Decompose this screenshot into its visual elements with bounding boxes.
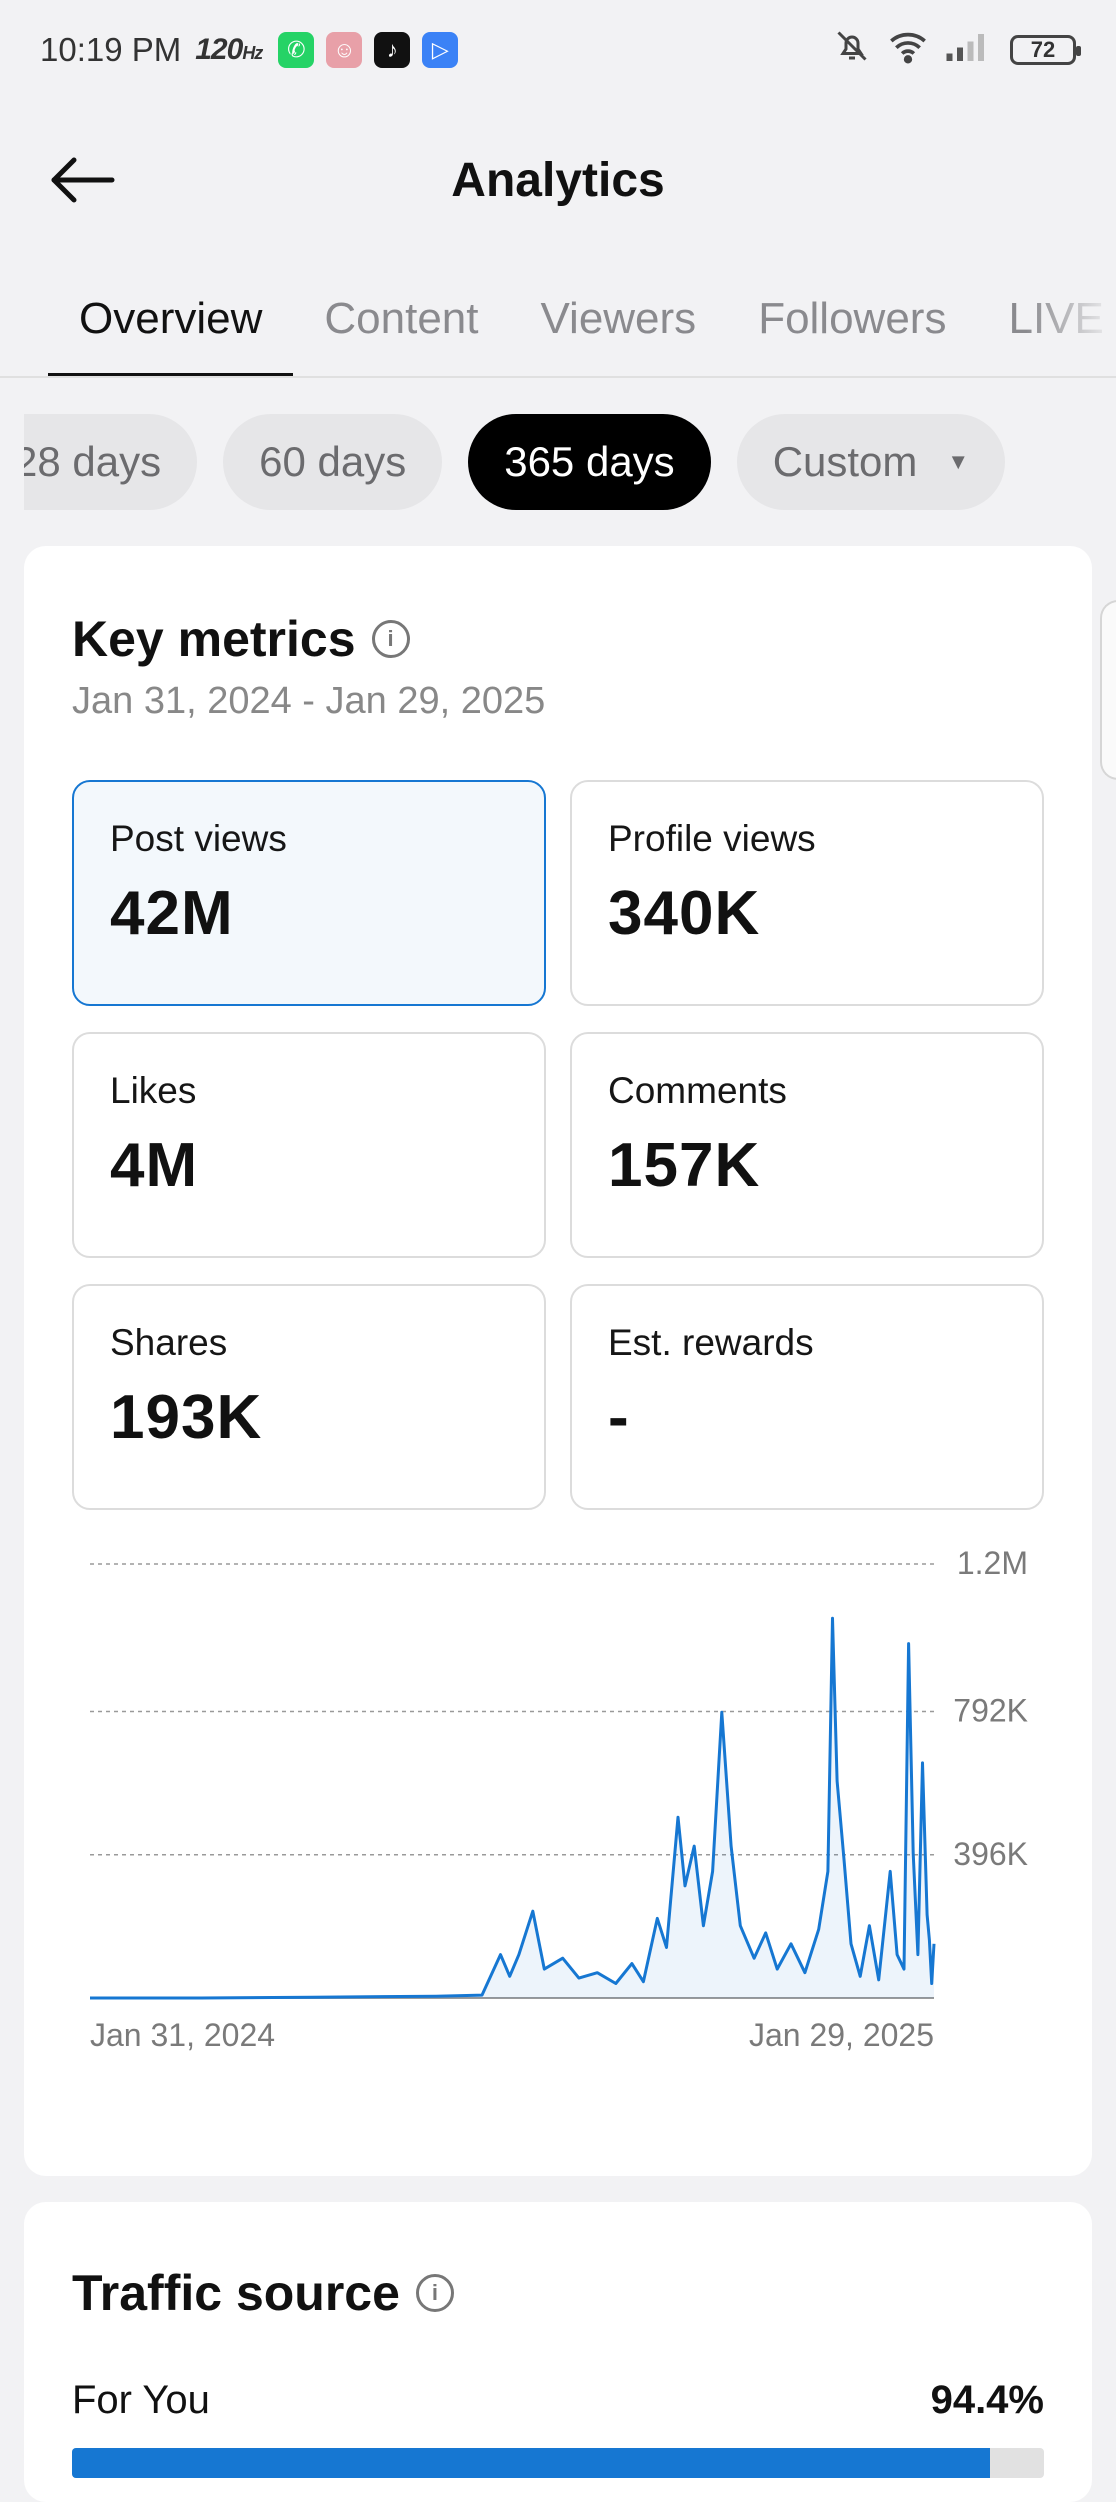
range-chip-custom[interactable]: Custom ▼ bbox=[736, 414, 1006, 510]
tiktok-icon: ♪ bbox=[374, 32, 411, 68]
key-metrics-date-range: Jan 31, 2024 - Jan 29, 2025 bbox=[72, 680, 546, 722]
traffic-bar-track bbox=[72, 2448, 1044, 2478]
metric-value: 193K bbox=[110, 1383, 263, 1452]
page-title: Analytics bbox=[451, 153, 665, 207]
y-tick-label: 792K bbox=[953, 1693, 1028, 1729]
play-store-icon: ▷ bbox=[422, 32, 459, 68]
whatsapp-icon: ✆ bbox=[278, 32, 315, 68]
metric-label: Comments bbox=[608, 1070, 787, 1111]
metric-label: Profile views bbox=[608, 818, 816, 859]
range-chip-28-days[interactable]: 28 days bbox=[24, 414, 198, 510]
metric-label: Shares bbox=[110, 1322, 228, 1363]
tab-overview[interactable]: Overview bbox=[48, 294, 294, 376]
metric-value: 42M bbox=[110, 879, 234, 948]
metric-value: 157K bbox=[608, 1131, 761, 1200]
app-header: Analytics bbox=[0, 120, 1116, 240]
mute-bell-icon bbox=[834, 28, 870, 72]
tab-followers[interactable]: Followers bbox=[758, 294, 947, 343]
metric-value: 340K bbox=[608, 879, 761, 948]
battery-icon: 72 bbox=[1010, 35, 1081, 65]
metric-post-views[interactable]: Post views 42M bbox=[72, 780, 546, 1006]
traffic-percent: 94.4% bbox=[930, 2378, 1044, 2422]
metric-est-rewards[interactable]: Est. rewards - bbox=[570, 1284, 1044, 1510]
analytics-tabs: Overview Content Viewers Followers LIVE bbox=[0, 270, 1116, 378]
range-chip-60-days[interactable]: 60 days bbox=[223, 414, 443, 510]
metric-label: Est. rewards bbox=[608, 1322, 814, 1363]
traffic-label: For You bbox=[72, 2378, 210, 2422]
date-range-selector: 28 days 60 days 365 days Custom ▼ bbox=[24, 414, 1116, 510]
metric-shares[interactable]: Shares 193K bbox=[72, 1284, 546, 1510]
metric-value: 4M bbox=[110, 1131, 199, 1200]
traffic-bar-fill bbox=[72, 2448, 990, 2478]
info-icon[interactable]: i bbox=[371, 620, 410, 658]
traffic-source-card: Traffic source i For You 94.4% bbox=[24, 2202, 1092, 2502]
wifi-icon bbox=[888, 28, 928, 72]
series-line bbox=[90, 1616, 936, 2000]
clock: 10:19 PM bbox=[40, 31, 182, 68]
range-chip-365-days[interactable]: 365 days bbox=[468, 414, 711, 510]
metric-likes[interactable]: Likes 4M bbox=[72, 1032, 546, 1258]
tab-viewers[interactable]: Viewers bbox=[540, 294, 697, 343]
metric-comments[interactable]: Comments 157K bbox=[570, 1032, 1044, 1258]
side-panel-handle[interactable] bbox=[1100, 600, 1116, 780]
traffic-source-title: Traffic source i bbox=[72, 2264, 454, 2322]
metric-label: Post views bbox=[110, 818, 287, 859]
x-tick-label-start: Jan 31, 2024 bbox=[90, 2017, 275, 2053]
info-icon[interactable]: i bbox=[415, 2274, 454, 2312]
caret-down-icon: ▼ bbox=[947, 449, 970, 474]
key-metrics-card: Key metrics i Jan 31, 2024 - Jan 29, 202… bbox=[24, 546, 1092, 2176]
key-metrics-title: Key metrics i bbox=[72, 610, 410, 668]
metric-label: Likes bbox=[110, 1070, 197, 1111]
y-tick-label: 1.2M bbox=[957, 1545, 1028, 1581]
metric-value: - bbox=[608, 1383, 630, 1452]
refresh-rate: 120Hz bbox=[195, 33, 263, 66]
y-tick-label: 396K bbox=[953, 1836, 1028, 1872]
anime-app-icon: ☺ bbox=[326, 32, 363, 68]
metric-profile-views[interactable]: Profile views 340K bbox=[570, 780, 1044, 1006]
tabs-fade bbox=[1026, 270, 1116, 376]
arrow-left-icon bbox=[51, 157, 115, 203]
series-area bbox=[90, 1618, 934, 1998]
back-button[interactable] bbox=[48, 150, 118, 210]
post-views-chart[interactable]: 396K 792K 1.2M Jan 31, 2024 Jan 29, 2025 bbox=[24, 1536, 1092, 2096]
signal-icon bbox=[946, 31, 992, 69]
custom-label: Custom bbox=[772, 438, 918, 485]
status-bar: 10:19 PM 120Hz ✆ ☺ ♪ ▷ 72 bbox=[0, 0, 1116, 100]
tab-content[interactable]: Content bbox=[324, 294, 479, 343]
traffic-row-for-you: For You 94.4% bbox=[72, 2378, 1044, 2423]
x-tick-label-end: Jan 29, 2025 bbox=[749, 2017, 934, 2053]
